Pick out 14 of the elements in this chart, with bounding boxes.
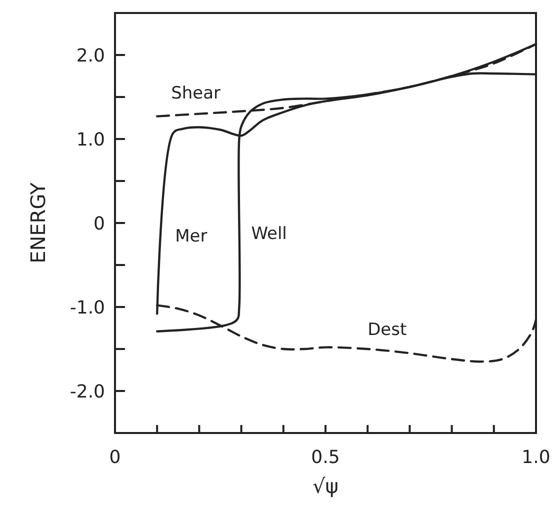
x-tick-label: 0 [109,447,121,468]
y-tick-label: -1.0 [70,297,105,318]
y-tick-label: 2.0 [76,45,105,66]
y-tick-label: 0 [94,213,105,234]
x-axis-title: √ψ [312,474,338,498]
x-tick-label: 1.0 [522,447,550,468]
series-label: Mer [175,226,208,247]
y-tick-label: 1.0 [76,129,105,150]
y-axis-title: ENERGY [26,182,50,264]
series-label: Shear [171,83,221,104]
x-tick-label: 0.5 [311,447,340,468]
y-tick-label: -2.0 [70,381,105,402]
series-label: Well [251,224,287,244]
series-label: Dest [368,320,408,340]
